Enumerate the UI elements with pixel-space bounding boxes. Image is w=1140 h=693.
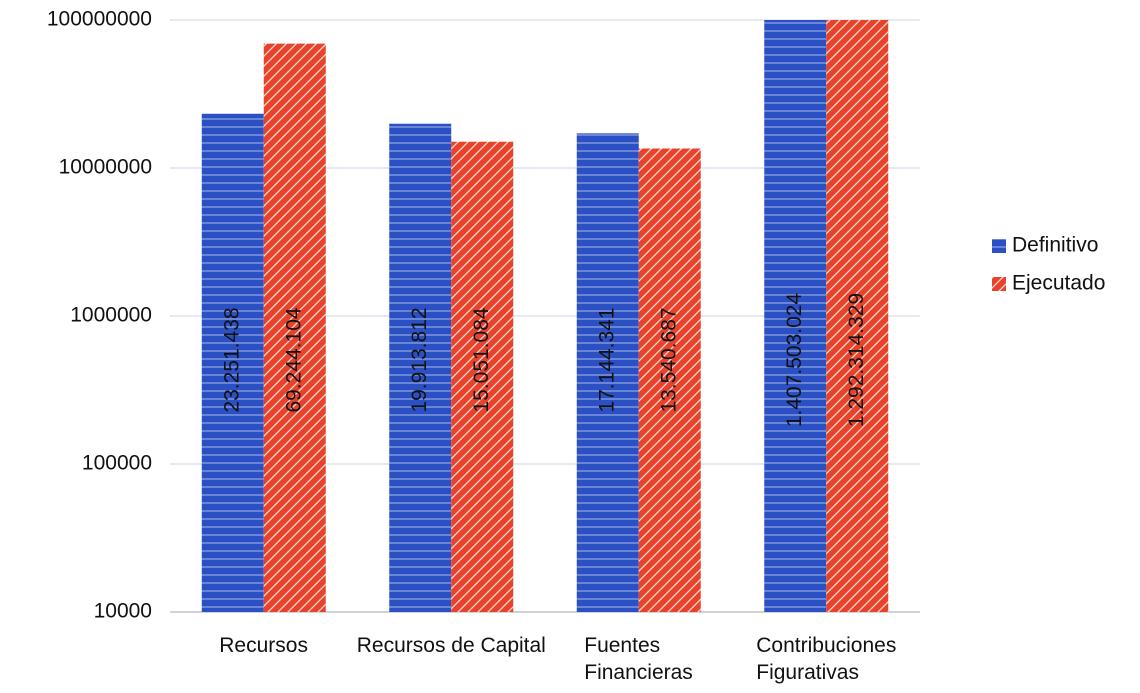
x-tick-label: Contribuciones Figurativas xyxy=(756,634,897,684)
bar xyxy=(764,20,827,612)
y-tick-label: 100000 xyxy=(82,452,152,475)
bar xyxy=(826,20,889,612)
y-tick-label: 10000 xyxy=(94,600,152,623)
legend-swatch xyxy=(992,277,1006,291)
x-tick-label: Recursos xyxy=(219,634,308,657)
bar xyxy=(576,133,639,612)
bar xyxy=(638,148,701,612)
bar xyxy=(451,141,514,612)
x-tick-label: Fuentes Financieras xyxy=(584,634,693,684)
legend-swatch xyxy=(992,239,1006,253)
x-tick-label: Recursos de Capital xyxy=(356,634,546,657)
data-label: 23.251.438 xyxy=(220,307,243,412)
data-label: 13.540.687 xyxy=(657,307,680,412)
data-label: 15.051.084 xyxy=(470,307,493,412)
bar xyxy=(201,113,264,612)
y-tick-label: 10000000 xyxy=(59,156,152,179)
y-tick-label: 1000000 xyxy=(70,304,152,327)
plot-area xyxy=(201,20,889,612)
legend-label: Definitivo xyxy=(1012,234,1098,257)
bar xyxy=(389,123,452,612)
data-label: 1.407.503.024 xyxy=(783,293,806,428)
data-label: 17.144.341 xyxy=(595,307,618,412)
data-label: 69.244.104 xyxy=(282,307,305,412)
data-label: 19.913.812 xyxy=(408,307,431,412)
y-tick-label: 100000000 xyxy=(47,8,152,31)
bar xyxy=(263,43,326,612)
data-label: 1.292.314.329 xyxy=(845,293,868,427)
legend-label: Ejecutado xyxy=(1012,272,1105,295)
